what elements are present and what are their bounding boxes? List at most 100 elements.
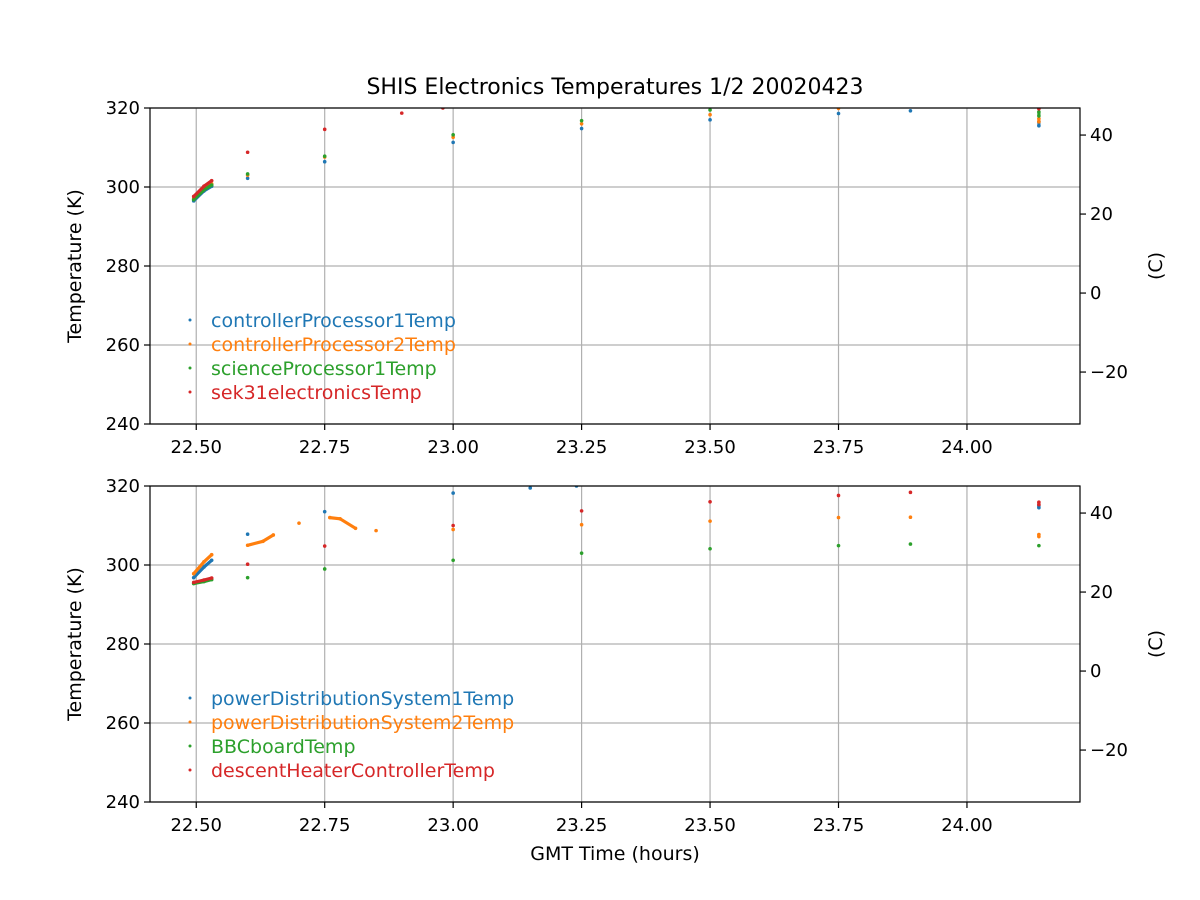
- data-point-powerdistributionsystem2temp: [245, 543, 250, 548]
- data-point-controllerprocessor2temp: [1037, 120, 1041, 124]
- series-group: [191, 486, 1041, 586]
- legend-entry: controllerProcessor2Temp: [211, 334, 456, 356]
- legend-marker: [188, 366, 192, 370]
- legend-entry: scienceProcessor1Temp: [211, 358, 437, 380]
- x-tick-label: 23.25: [556, 437, 608, 458]
- data-point-controllerprocessor2temp: [1037, 116, 1041, 121]
- legend-entry: powerDistributionSystem2Temp: [211, 712, 514, 734]
- legend-marker: [188, 318, 192, 322]
- x-tick-label: 22.50: [170, 815, 222, 836]
- legend-entry: descentHeaterControllerTemp: [211, 760, 495, 782]
- data-point-descentheatercontrollertemp: [202, 578, 206, 582]
- y-tick-label: 280: [106, 634, 140, 655]
- x-tick-label: 23.50: [684, 815, 736, 836]
- data-point-scienceprocessor1temp: [708, 108, 712, 112]
- data-point-powerdistributionsystem2temp: [579, 522, 584, 527]
- data-point-bbcboardtemp: [1037, 543, 1041, 548]
- series-group: [191, 108, 1041, 203]
- data-point-powerdistributionsystem2temp: [328, 515, 332, 520]
- x-tick-label: 24.00: [941, 815, 993, 836]
- data-point-powerdistributionsystem2temp: [271, 533, 276, 537]
- data-point-controllerprocessor2temp: [708, 112, 712, 117]
- data-point-descentheatercontrollertemp: [245, 562, 250, 567]
- y-right-tick-label: 0: [1090, 283, 1101, 304]
- x-tick-label: 23.00: [427, 437, 479, 458]
- y-right-tick-label: 20: [1090, 582, 1113, 603]
- data-point-controllerprocessor1temp: [322, 159, 327, 164]
- chart-title: SHIS Electronics Temperatures 1/2 200204…: [366, 75, 863, 100]
- y-right-tick-label: −20: [1090, 740, 1128, 761]
- data-point-bbcboardtemp: [245, 575, 250, 580]
- legend-marker: [188, 696, 192, 700]
- x-tick-label: 22.75: [299, 815, 351, 836]
- x-axis-label: GMT Time (hours): [530, 843, 700, 865]
- data-point-powerdistributionsystem2temp: [297, 521, 301, 525]
- legend-marker: [188, 768, 192, 772]
- bottom-panel: 22.50 22.75 23.00 23.25 23.50 23.75 24.00 240 26…: [64, 476, 1167, 836]
- data-point-descentheatercontrollertemp: [708, 500, 712, 504]
- data-point-sek31electronicstemp: [202, 184, 206, 189]
- data-point-sek31electronicstemp: [191, 194, 196, 199]
- data-point-sek31electronicstemp: [1037, 108, 1041, 111]
- y-tick-label: 240: [106, 414, 140, 435]
- data-point-scienceprocessor1temp: [209, 183, 214, 187]
- data-point-controllerprocessor1temp: [908, 108, 913, 113]
- x-tick-label: 23.25: [556, 815, 608, 836]
- data-point-scienceprocessor1temp: [191, 197, 196, 202]
- y-right-axis-label: (C): [1145, 252, 1167, 280]
- data-point-controllerprocessor1temp: [579, 126, 584, 131]
- data-point-descentheatercontrollertemp: [191, 580, 196, 585]
- data-point-descentheatercontrollertemp: [836, 493, 841, 498]
- data-point-powerdistributionsystem2temp: [374, 528, 378, 533]
- data-point-descentheatercontrollertemp: [209, 576, 214, 580]
- data-point-powerdistributionsystem2temp: [353, 526, 358, 531]
- data-point-powerdistributionsystem2temp: [451, 527, 455, 532]
- data-point-bbcboardtemp: [322, 567, 327, 571]
- legend-entry: BBCboardTemp: [211, 736, 356, 758]
- data-point-powerdistributionsystem1temp: [209, 558, 214, 563]
- data-point-powerdistributionsystem1temp: [451, 491, 455, 495]
- data-point-powerdistributionsystem1temp: [245, 532, 250, 536]
- legend-entry: controllerProcessor1Temp: [211, 310, 456, 332]
- legend-entry: sek31electronicsTemp: [211, 382, 422, 404]
- data-point-powerdistributionsystem2temp: [708, 519, 712, 523]
- y-tick-label: 260: [106, 335, 140, 356]
- data-point-bbcboardtemp: [708, 547, 712, 551]
- y-tick-label: 260: [106, 713, 140, 734]
- data-point-sek31electronicstemp: [209, 178, 214, 183]
- data-point-scienceprocessor1temp: [1037, 114, 1041, 118]
- data-point-powerdistributionsystem2temp: [908, 515, 913, 520]
- legend-marker: [188, 390, 192, 394]
- x-tick-label: 23.75: [813, 437, 865, 458]
- data-point-scienceprocessor1temp: [579, 118, 584, 123]
- data-point-descentheatercontrollertemp: [451, 523, 455, 528]
- y-right-tick-label: 40: [1090, 125, 1113, 146]
- y-tick-label: 300: [106, 177, 140, 198]
- y-tick-label: 240: [106, 792, 140, 813]
- data-point-controllerprocessor2temp: [579, 122, 584, 126]
- legend-marker: [188, 744, 192, 748]
- data-point-descentheatercontrollertemp: [908, 490, 913, 495]
- y-axis-label: Temperature (K): [64, 189, 86, 344]
- y-right-tick-label: 20: [1090, 204, 1113, 225]
- data-point-controllerprocessor1temp: [836, 111, 841, 116]
- data-point-powerdistributionsystem2temp: [836, 515, 841, 520]
- top-panel: 22.50 22.75 23.00 23.25 23.50 23.75 24.00 240 26…: [64, 98, 1167, 458]
- data-point-descentheatercontrollertemp: [1037, 500, 1041, 504]
- data-point-powerdistributionsystem2temp: [261, 539, 265, 544]
- data-point-descentheatercontrollertemp: [579, 509, 584, 513]
- y-tick-label: 320: [106, 98, 140, 119]
- y-right-tick-label: 40: [1090, 503, 1113, 524]
- data-point-bbcboardtemp: [579, 551, 584, 555]
- x-tick-label: 23.00: [427, 815, 479, 836]
- y-right-tick-label: 0: [1090, 661, 1101, 682]
- y-axis-label: Temperature (K): [64, 567, 86, 722]
- data-point-powerdistributionsystem2temp: [338, 516, 342, 521]
- data-point-controllerprocessor1temp: [1037, 123, 1041, 128]
- data-point-powerdistributionsystem2temp: [191, 571, 196, 576]
- data-point-powerdistributionsystem1temp: [191, 575, 196, 580]
- data-point-controllerprocessor1temp: [451, 140, 455, 145]
- data-point-powerdistributionsystem1temp: [528, 486, 533, 490]
- legend-entry: powerDistributionSystem1Temp: [211, 688, 514, 710]
